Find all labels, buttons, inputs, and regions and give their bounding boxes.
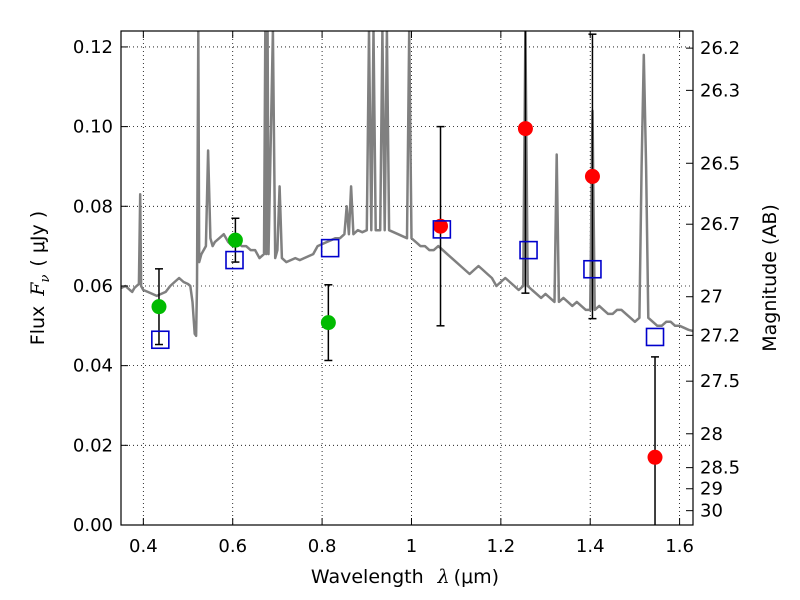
mag-tick-label: 27	[700, 287, 723, 308]
model-point	[432, 220, 452, 239]
data-markers	[151, 121, 665, 465]
x-tick-label: 1	[406, 536, 417, 557]
x-axis-label: Wavelength λ (μm)	[311, 566, 499, 588]
x-tick-label: 0.8	[308, 536, 337, 557]
y-tick-label: 0.08	[73, 196, 113, 217]
model-point	[583, 259, 602, 279]
y-tick-label: 0.10	[73, 117, 113, 138]
data-point	[320, 315, 336, 331]
data-point	[517, 121, 533, 137]
y-axis: 0.00 0.02 0.04 0.06 0.08 0.10 0.12	[73, 37, 128, 536]
data-point	[647, 449, 663, 465]
model-spectrum-line	[121, 31, 693, 338]
x-tick-label: 0.4	[129, 536, 158, 557]
x-tick-label: 1.6	[665, 536, 694, 557]
y-tick-label: 0.12	[73, 37, 113, 58]
plot-frame	[120, 30, 694, 526]
data-point	[227, 232, 243, 248]
mag-tick-label: 30	[700, 501, 723, 522]
mag-tick-label: 26.3	[700, 80, 740, 101]
model-point	[151, 330, 170, 350]
x-axis: 0.4 0.6 0.8 1 1.2 1.4 1.6	[129, 31, 694, 557]
mag-tick-label: 28	[700, 424, 723, 445]
mag-tick-label: 26.7	[700, 214, 740, 235]
y-axis-label: FluxFν( μJy )	[27, 211, 53, 345]
y-tick-label: 0.02	[73, 435, 113, 456]
mag-tick-label: 28.5	[700, 458, 740, 479]
x-tick-label: 1.4	[576, 536, 605, 557]
mag-tick-label: 27.5	[700, 371, 740, 392]
y-tick-label: 0.06	[73, 276, 113, 297]
data-point	[584, 168, 600, 184]
plot-background	[121, 31, 693, 525]
model-spectrum	[121, 31, 693, 338]
mag-tick-label: 26.2	[700, 38, 740, 59]
model-point	[225, 250, 244, 270]
y-tick-label: 0.04	[73, 356, 113, 377]
x-tick-label: 0.6	[218, 536, 247, 557]
data-point	[151, 299, 167, 315]
y-tick-label: 0.00	[73, 515, 113, 536]
x-tick-label: 1.2	[487, 536, 516, 557]
y2-axis-label: Magnitude (AB)	[759, 204, 781, 352]
mag-tick-label: 26.5	[700, 153, 740, 174]
data-point	[433, 218, 449, 234]
model-point	[645, 327, 665, 347]
mag-tick-label: 29	[700, 479, 723, 500]
model-point	[320, 238, 340, 258]
mag-tick-label: 27.2	[700, 325, 740, 346]
model-point	[519, 240, 538, 260]
